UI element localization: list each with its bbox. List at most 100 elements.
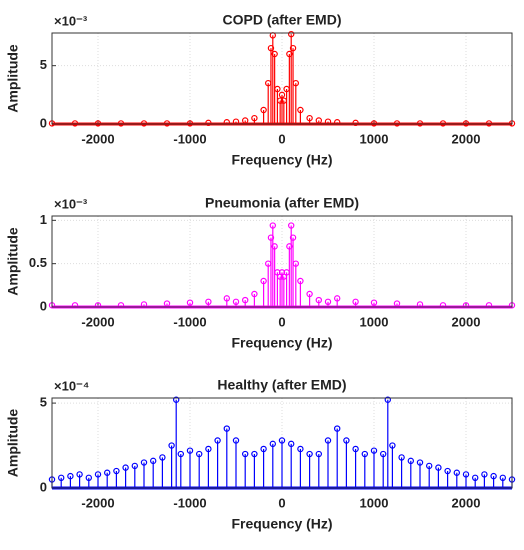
stem-marker <box>140 459 148 466</box>
y-tick-label: 0 <box>40 115 47 130</box>
stem <box>278 437 286 488</box>
x-tick-label: -2000 <box>81 131 114 146</box>
stem <box>297 277 304 307</box>
stem-marker <box>76 471 83 478</box>
stem-marker <box>186 447 194 454</box>
stem-marker <box>269 222 276 229</box>
stem <box>131 462 138 488</box>
stem-marker <box>288 222 295 229</box>
stem <box>361 450 368 488</box>
stem <box>352 445 359 488</box>
stem-marker <box>324 437 332 444</box>
stem-marker <box>205 445 212 453</box>
stem <box>195 450 203 488</box>
x-tick-label: 2000 <box>452 131 481 146</box>
stem-marker <box>306 450 313 458</box>
x-tick-label: 2000 <box>452 314 481 329</box>
stem-marker <box>271 243 278 250</box>
chart-title: Pneumonia (after EMD) <box>205 195 359 211</box>
stem-marker <box>297 277 304 285</box>
stem-marker <box>67 472 74 480</box>
stem <box>168 442 175 488</box>
stem-marker <box>286 50 293 58</box>
stem <box>416 459 424 488</box>
y-tick-label: 5 <box>40 395 47 410</box>
stem <box>306 290 313 307</box>
axes: -2000 -1000 0 1000 2000 0 5 ×10⁻³ COPD (after EM… <box>5 12 516 168</box>
stem <box>292 79 299 124</box>
stem <box>85 474 93 488</box>
stem <box>288 440 295 488</box>
exponent-label: ×10⁻³ <box>54 196 88 211</box>
stem <box>472 474 479 488</box>
y-tick-label: 0 <box>40 479 47 494</box>
stem-marker <box>297 445 304 453</box>
stem-marker <box>288 30 295 38</box>
stem-marker <box>462 471 470 478</box>
stem-marker <box>168 442 175 449</box>
stem <box>140 459 148 488</box>
x-tick-label: 0 <box>278 314 285 329</box>
stem <box>260 106 267 124</box>
stem <box>186 447 194 488</box>
stem <box>444 467 451 488</box>
stem-marker <box>398 454 405 461</box>
stem <box>380 450 387 488</box>
stem-marker <box>289 44 297 52</box>
stem <box>297 445 304 488</box>
axes-box <box>51 215 513 308</box>
stem-marker <box>472 474 479 482</box>
stem <box>159 454 166 488</box>
axes: -2000 -1000 0 1000 2000 0 0.5 1 ×10⁻³ Pneumonia (… <box>5 195 516 351</box>
stem <box>292 260 299 307</box>
x-tick-label: 1000 <box>360 131 389 146</box>
stem <box>343 437 350 488</box>
stem-marker <box>159 454 166 461</box>
stem-marker <box>214 437 221 444</box>
y-tick-label: 1 <box>40 212 47 227</box>
stem-marker <box>380 450 387 458</box>
stem <box>453 469 460 488</box>
stem <box>462 471 470 488</box>
y-axis-label: Amplitude <box>5 227 21 296</box>
stem-marker <box>384 396 391 403</box>
stem <box>205 445 212 488</box>
x-axis-label: Frequency (Hz) <box>231 152 332 168</box>
stem-marker <box>499 474 506 482</box>
stem <box>103 469 111 488</box>
stem <box>324 437 332 488</box>
stem-marker <box>370 447 378 454</box>
stem-marker <box>223 425 230 432</box>
stem-marker <box>241 296 249 304</box>
stem <box>267 44 275 124</box>
exponent-label: ×10⁻³ <box>54 13 88 28</box>
x-tick-label: 1000 <box>360 314 389 329</box>
x-tick-label: 0 <box>278 495 285 510</box>
stem <box>149 457 157 488</box>
stem <box>177 450 184 488</box>
y-axis-label: Amplitude <box>5 44 21 113</box>
stem <box>251 290 258 307</box>
stem-marker <box>352 445 359 453</box>
x-axis-label: Frequency (Hz) <box>231 516 332 532</box>
stem <box>384 396 391 488</box>
stem <box>499 474 506 488</box>
stem <box>490 472 497 488</box>
stem <box>398 454 405 488</box>
stem-marker <box>251 450 258 458</box>
stem-marker <box>315 296 322 304</box>
stem-marker <box>260 445 267 453</box>
stem-marker <box>288 440 295 448</box>
stem-marker <box>481 471 488 478</box>
stem-marker <box>289 234 297 241</box>
stem-marker <box>292 79 299 87</box>
stem-marker <box>85 474 93 482</box>
stem <box>426 462 433 488</box>
stem <box>58 474 65 488</box>
stem-marker <box>260 277 267 285</box>
stem-marker <box>343 437 350 444</box>
stem-marker <box>58 474 65 482</box>
y-tick-label: 0.5 <box>29 255 47 270</box>
stem-marker <box>251 290 258 298</box>
stem <box>389 442 396 488</box>
